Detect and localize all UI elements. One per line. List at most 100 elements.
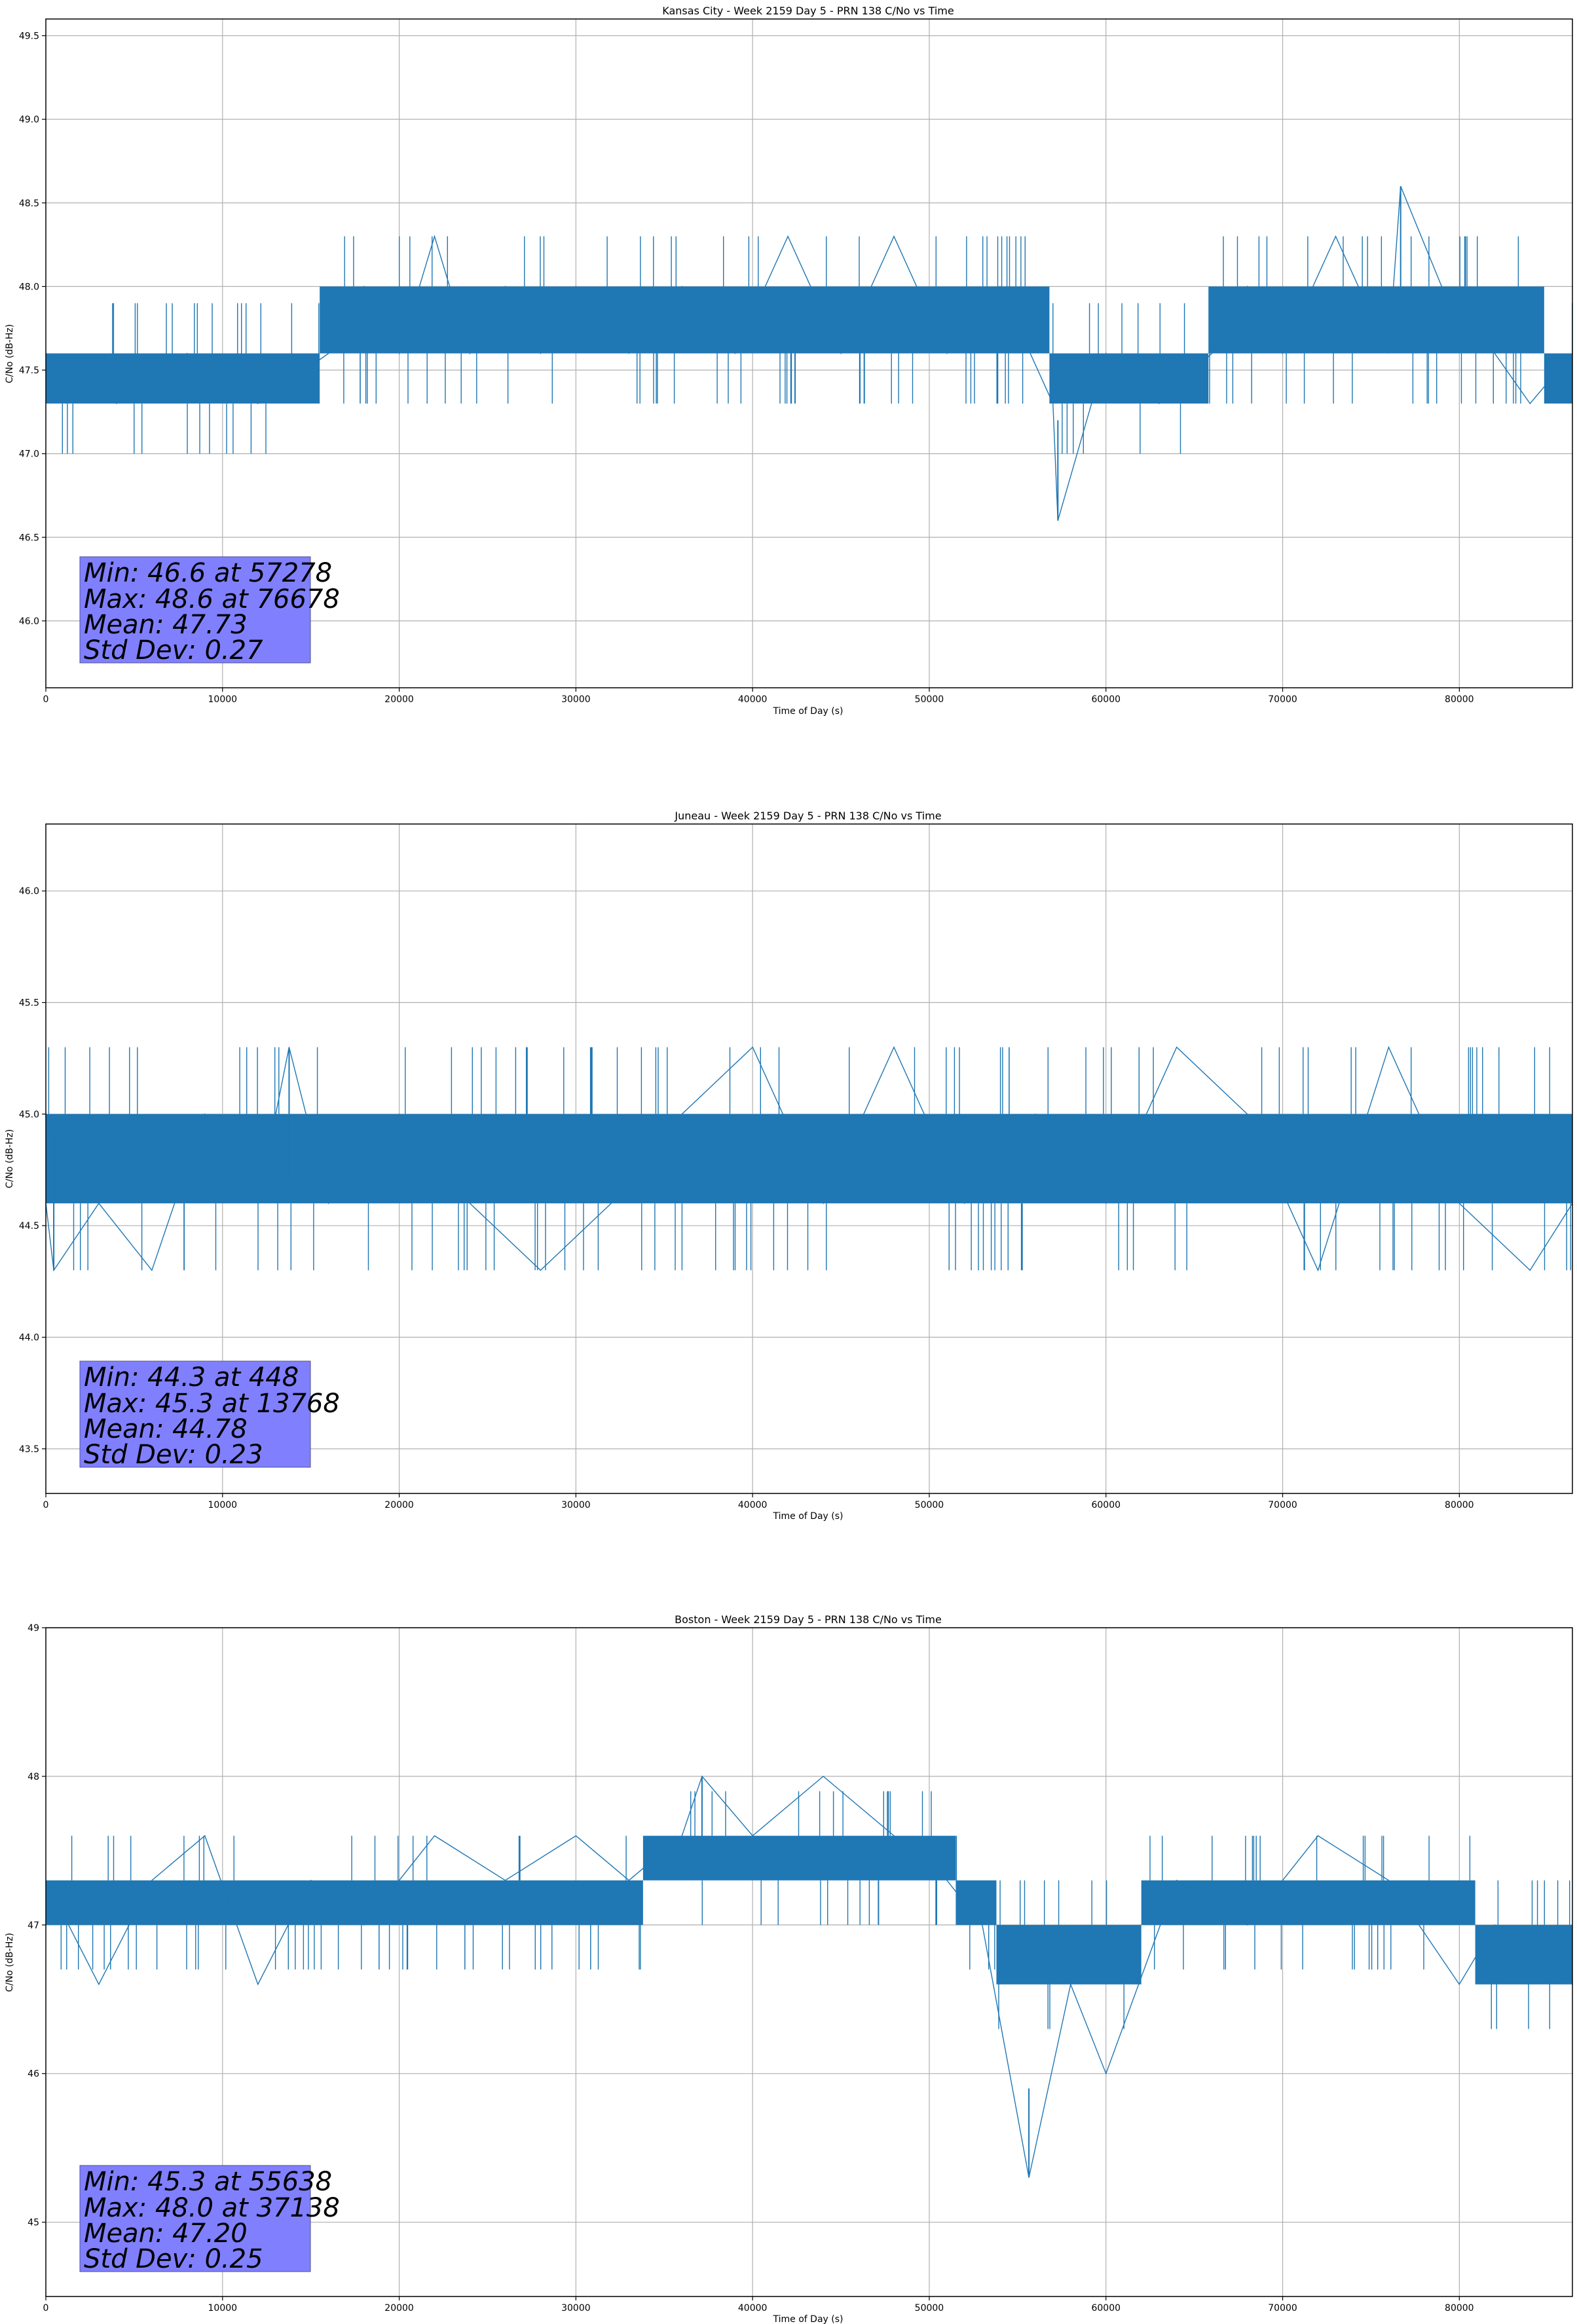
x-tick-label: 40000 (738, 1500, 768, 1510)
stat-min: Min: 45.3 at 55638 (84, 2167, 332, 2197)
y-tick-label: 45.5 (19, 998, 39, 1009)
y-axis-label: C/No (dB-Hz) (5, 324, 15, 383)
stat-std-dev: Std Dev: 0.23 (84, 1440, 263, 1470)
stat-max: Max: 45.3 at 13768 (84, 1389, 340, 1419)
x-tick-label: 70000 (1268, 1500, 1297, 1510)
chart-panel-boston: Boston - Week 2159 Day 5 - PRN 138 C/No … (5, 1613, 1573, 2324)
x-tick-label: 40000 (738, 694, 768, 705)
x-tick-label: 80000 (1445, 1500, 1474, 1510)
x-axis-label: Time of Day (s) (773, 1511, 844, 1522)
series-line (45, 1775, 1573, 2178)
stat-mean: Mean: 47.20 (84, 2219, 248, 2249)
y-tick-label: 48.5 (19, 198, 39, 209)
stat-std-dev: Std Dev: 0.25 (84, 2244, 263, 2274)
x-tick-labels: 0 10000 20000 30000 40000 50000 60000 70000 8000… (43, 1493, 1474, 1510)
y-tick-label: 49.5 (19, 31, 39, 42)
x-tick-label: 50000 (915, 1500, 944, 1510)
x-tick-label: 30000 (561, 694, 591, 705)
y-tick-label: 48 (28, 1772, 39, 1782)
stat-mean: Mean: 47.73 (84, 610, 248, 640)
y-tick-label: 46.5 (19, 533, 39, 543)
y-tick-label: 45 (28, 2218, 39, 2228)
series-spikes (60, 1791, 1570, 2029)
data-series (45, 1775, 1573, 2178)
series-line (45, 1045, 1573, 1272)
x-tick-label: 10000 (208, 2303, 238, 2314)
y-tick-label: 48.0 (19, 282, 39, 292)
chart-title: Kansas City - Week 2159 Day 5 - PRN 138 … (662, 5, 954, 17)
x-axis-label: Time of Day (s) (773, 2314, 844, 2324)
series-band (320, 286, 1050, 354)
x-tick-label: 70000 (1268, 694, 1297, 705)
chart-panel-juneau: Juneau - Week 2159 Day 5 - PRN 138 C/No … (5, 810, 1573, 1522)
plot-frame (45, 1627, 1573, 2297)
x-tick-label: 20000 (384, 2303, 414, 2314)
series-band (1049, 353, 1209, 404)
x-tick-label: 0 (43, 694, 49, 705)
y-tick-labels: 45 46 47 48 49 (28, 1623, 46, 2228)
x-tick-label: 60000 (1091, 694, 1121, 705)
series-spikes (62, 236, 1573, 454)
series-band (1544, 353, 1572, 404)
series-spikes (48, 1047, 1571, 1271)
x-tick-label: 80000 (1445, 694, 1474, 705)
x-tick-labels: 0 10000 20000 30000 40000 50000 60000 70000 8000… (43, 2296, 1474, 2314)
series-band (996, 1924, 1141, 1985)
stats-box (79, 556, 311, 664)
y-tick-label: 45.0 (19, 1110, 39, 1120)
y-tick-label: 47.5 (19, 365, 39, 376)
x-tick-label: 0 (43, 1500, 49, 1510)
x-tick-label: 30000 (561, 2303, 591, 2314)
data-series (45, 186, 1573, 521)
x-tick-label: 60000 (1091, 2303, 1121, 2314)
x-tick-label: 20000 (384, 694, 414, 705)
stat-mean: Mean: 44.78 (84, 1414, 248, 1444)
chart-panel-kansas-city: Kansas City - Week 2159 Day 5 - PRN 138 … (5, 5, 1573, 717)
series-band (1141, 1880, 1475, 1925)
x-tick-label: 0 (43, 2303, 49, 2314)
y-tick-label: 49 (28, 1623, 39, 1634)
y-axis-label: C/No (dB-Hz) (5, 1933, 15, 1992)
series-band (1208, 286, 1544, 354)
stat-max: Max: 48.6 at 76678 (84, 584, 340, 614)
y-tick-label: 43.5 (19, 1444, 39, 1455)
x-tick-label: 10000 (208, 1500, 238, 1510)
y-tick-label: 46.0 (19, 616, 39, 627)
y-tick-label: 47 (28, 1921, 39, 1931)
y-tick-label: 44.0 (19, 1333, 39, 1343)
x-tick-label: 40000 (738, 2303, 768, 2314)
data-series (45, 1045, 1573, 1272)
series-band (642, 1835, 956, 1881)
stats-box (79, 1360, 311, 1468)
stat-max: Max: 48.0 at 37138 (84, 2193, 340, 2223)
x-tick-label: 70000 (1268, 2303, 1297, 2314)
y-tick-labels: 43.5 44.0 44.5 45.0 45.5 46.0 (19, 886, 46, 1455)
x-tick-label: 50000 (915, 694, 944, 705)
stats-box (79, 2165, 311, 2272)
plot-frame (45, 823, 1573, 1494)
stat-min: Min: 44.3 at 448 (84, 1362, 299, 1393)
series-band (46, 1114, 122, 1204)
x-tick-labels: 0 10000 20000 30000 40000 50000 60000 70000 8000… (43, 688, 1474, 705)
x-tick-label: 80000 (1445, 2303, 1474, 2314)
y-tick-label: 47.0 (19, 449, 39, 460)
plot-frame (45, 18, 1573, 688)
x-tick-label: 50000 (915, 2303, 944, 2314)
chart-title: Boston - Week 2159 Day 5 - PRN 138 C/No … (675, 1613, 942, 1626)
x-axis-label: Time of Day (s) (773, 706, 844, 717)
x-tick-label: 20000 (384, 1500, 414, 1510)
x-tick-label: 10000 (208, 694, 238, 705)
y-axis-label: C/No (dB-Hz) (5, 1129, 15, 1188)
y-tick-labels: 46.0 46.5 47.0 47.5 48.0 48.5 49.0 49.5 (19, 31, 46, 627)
y-tick-label: 46 (28, 2069, 39, 2080)
y-tick-label: 46.0 (19, 886, 39, 897)
y-tick-label: 44.5 (19, 1221, 39, 1231)
stat-std-dev: Std Dev: 0.27 (84, 635, 263, 665)
series-band (955, 1880, 997, 1925)
series-line (45, 186, 1573, 521)
series-band (46, 1880, 643, 1925)
stat-min: Min: 46.6 at 57278 (84, 558, 332, 588)
series-band (46, 353, 320, 404)
chart-title: Juneau - Week 2159 Day 5 - PRN 138 C/No … (674, 810, 941, 822)
